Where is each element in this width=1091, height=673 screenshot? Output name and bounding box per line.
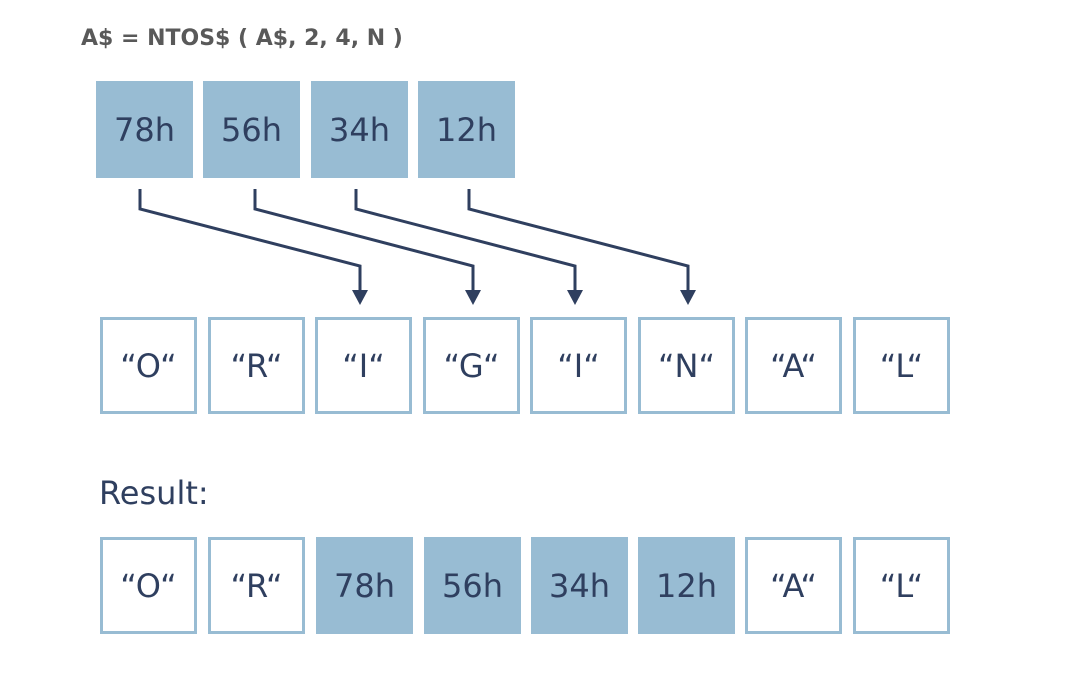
result-char-box: “O“ xyxy=(100,537,197,634)
result-char-box: “L“ xyxy=(853,537,950,634)
target-char-box: “O“ xyxy=(100,317,197,414)
target-char-box: “L“ xyxy=(853,317,950,414)
target-char-box: “A“ xyxy=(745,317,842,414)
arrow-head-icon xyxy=(465,290,481,305)
result-byte-box: 12h xyxy=(638,537,735,634)
result-char-box: “R“ xyxy=(208,537,305,634)
arrow-connector xyxy=(140,189,360,292)
result-label: Result: xyxy=(99,474,209,512)
result-byte-box: 78h xyxy=(316,537,413,634)
arrow-head-icon xyxy=(352,290,368,305)
target-char-box: “I“ xyxy=(530,317,627,414)
target-char-box: “R“ xyxy=(208,317,305,414)
arrow-connector xyxy=(255,189,473,292)
target-char-box: “I“ xyxy=(315,317,412,414)
arrow-connector xyxy=(469,189,688,292)
result-byte-box: 56h xyxy=(424,537,521,634)
arrow-head-icon xyxy=(567,290,583,305)
arrow-connector xyxy=(356,189,575,292)
result-byte-box: 34h xyxy=(531,537,628,634)
target-char-box: “G“ xyxy=(423,317,520,414)
target-char-box: “N“ xyxy=(638,317,735,414)
arrow-head-icon xyxy=(680,290,696,305)
result-char-box: “A“ xyxy=(745,537,842,634)
